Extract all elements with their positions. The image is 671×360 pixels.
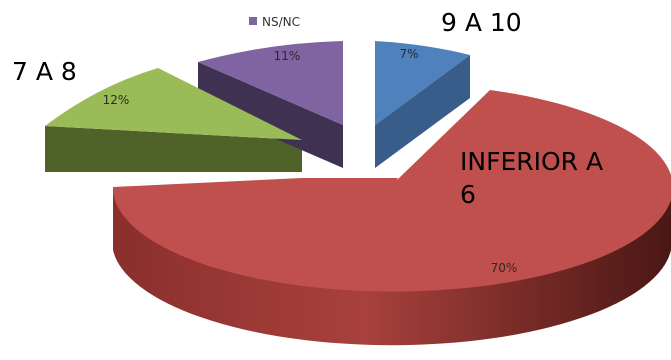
- value-label-9a10: 7%: [399, 47, 418, 61]
- slice-inferior: [112, 90, 671, 292]
- slice-side-nsnc: [198, 62, 343, 168]
- legend-swatch-nsnc: [249, 17, 257, 25]
- value-label-nsnc: 11%: [274, 49, 301, 63]
- slice-side-9a10: [375, 55, 470, 168]
- legend-label-nsnc: NS/NC: [262, 15, 300, 29]
- slice-9a10: [375, 41, 470, 125]
- category-label-7a8: 7 A 8: [12, 57, 77, 86]
- slice-side-7a8: [45, 126, 302, 172]
- category-label-9a10: 9 A 10: [441, 8, 522, 37]
- slice-nsnc: [198, 41, 343, 125]
- slice-side-inferior: [113, 187, 671, 346]
- category-label-inferior-line1: INFERIOR A: [460, 147, 603, 176]
- category-label-inferior-line2: 6: [460, 180, 476, 209]
- slice-7a8: [45, 68, 302, 140]
- value-label-7a8: 12%: [103, 93, 130, 107]
- legend: NS/NC: [249, 15, 300, 29]
- value-label-inferior: 70%: [491, 261, 518, 275]
